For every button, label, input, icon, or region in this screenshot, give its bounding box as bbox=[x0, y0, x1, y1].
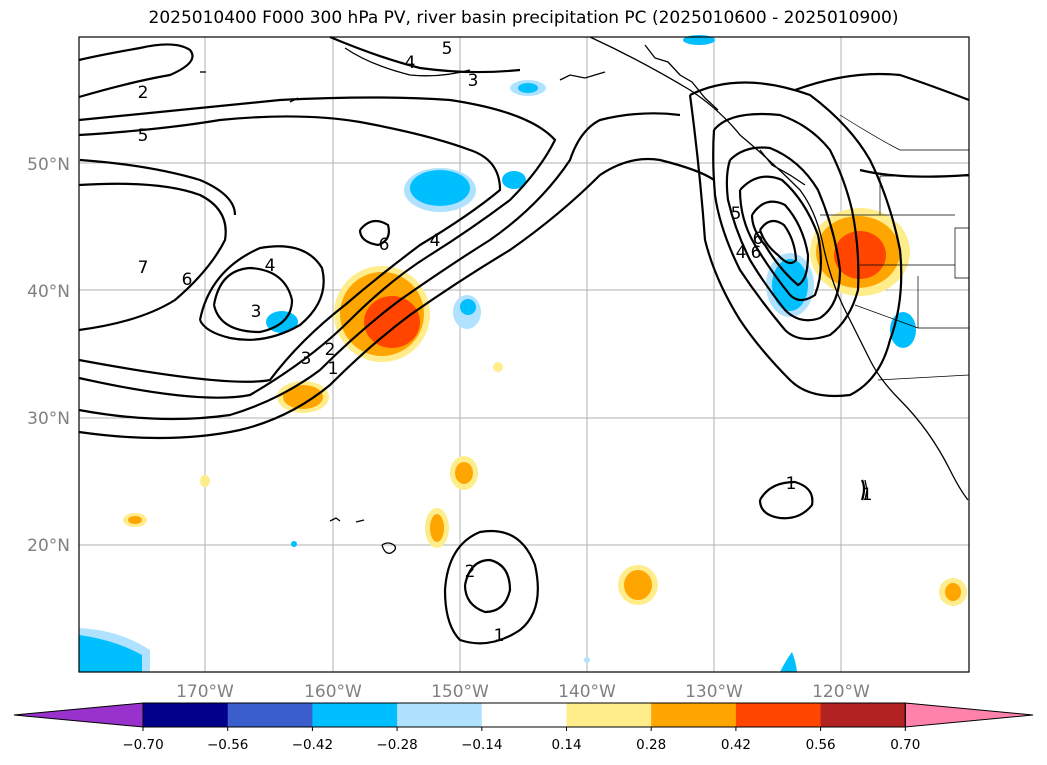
colorbar-tick-label: 0.70 bbox=[890, 737, 920, 753]
colorbar-segment bbox=[651, 703, 737, 727]
colorbar-tick-label: −0.56 bbox=[207, 737, 248, 753]
contour-label: 1 bbox=[862, 485, 873, 505]
precip-shading bbox=[79, 35, 967, 672]
colorbar-segment bbox=[481, 703, 567, 727]
contour-label: 3 bbox=[468, 71, 479, 91]
lon-label: 160°W bbox=[304, 682, 362, 702]
colorbar-segment bbox=[820, 703, 906, 727]
colorbar-extend-min bbox=[13, 702, 144, 728]
contour-label: 6 bbox=[753, 229, 764, 249]
contour-label: 5 bbox=[138, 126, 149, 146]
contour-label: 3 bbox=[251, 302, 262, 322]
contour-label: 6 bbox=[182, 270, 193, 290]
contour-label: 2 bbox=[138, 83, 149, 103]
colorbar-tick-label: −0.14 bbox=[461, 737, 502, 753]
contour-label: 4 bbox=[430, 231, 441, 251]
lat-labels: 50°N 40°N 30°N 20°N bbox=[27, 155, 70, 556]
colorbar-tick-label: −0.42 bbox=[292, 737, 333, 753]
colorbar-tick-label: 0.28 bbox=[636, 737, 666, 753]
map-title: 2025010400 F000 300 hPa PV, river basin … bbox=[148, 8, 899, 28]
map-frame bbox=[78, 36, 970, 673]
colorbar-tick-label: 0.42 bbox=[721, 737, 751, 753]
contour-label: 2 bbox=[325, 340, 336, 360]
colorbar bbox=[13, 702, 1034, 731]
contour-label: 4 bbox=[265, 256, 276, 276]
colorbar-labels: −0.70 −0.56 −0.42 −0.28 −0.14 0.14 0.28 0.42 0.5… bbox=[122, 737, 920, 753]
contour-label: 4 bbox=[736, 243, 747, 263]
lon-label: 120°W bbox=[812, 682, 870, 702]
colorbar-segment bbox=[143, 703, 229, 727]
lat-label: 40°N bbox=[27, 282, 70, 302]
gridlines bbox=[79, 37, 969, 672]
contour-label: 1 bbox=[494, 626, 505, 646]
colorbar-segment bbox=[227, 703, 313, 727]
contour-label: 1 bbox=[328, 359, 339, 379]
colorbar-segment bbox=[312, 703, 398, 727]
contour-label: 2 bbox=[465, 562, 476, 582]
coastlines bbox=[200, 36, 969, 554]
lon-label: 170°W bbox=[176, 682, 234, 702]
colorbar-tick-label: 0.56 bbox=[806, 737, 836, 753]
contour-label: 7 bbox=[138, 258, 149, 278]
lon-label: 140°W bbox=[558, 682, 616, 702]
colorbar-tick-label: −0.70 bbox=[122, 737, 163, 753]
lat-label: 30°N bbox=[27, 409, 70, 429]
colorbar-tick-label: −0.28 bbox=[376, 737, 417, 753]
contour-label: 3 bbox=[301, 349, 312, 369]
contour-label: 6 bbox=[379, 235, 390, 255]
colorbar-frame bbox=[142, 702, 906, 728]
contour-labels: 2 5 3 4 5 6 4 6 4 3 3 2 1 7 6 4 5 6 1 1 … bbox=[138, 39, 873, 646]
contour-label: 5 bbox=[442, 39, 453, 59]
contour-label: 1 bbox=[786, 474, 797, 494]
lon-labels: 170°W 160°W 150°W 140°W 130°W 120°W bbox=[176, 682, 870, 702]
state-borders bbox=[820, 114, 970, 381]
colorbar-segment bbox=[397, 703, 483, 727]
colorbar-segment bbox=[735, 703, 822, 727]
contour-label: 5 bbox=[731, 204, 742, 224]
colorbar-segment bbox=[566, 703, 652, 727]
lat-label: 50°N bbox=[27, 155, 70, 175]
colorbar-extend-max bbox=[904, 702, 1034, 728]
pv-contours bbox=[78, 35, 970, 645]
lon-label: 150°W bbox=[431, 682, 489, 702]
lon-label: 130°W bbox=[685, 682, 743, 702]
contour-label: 4 bbox=[405, 53, 416, 73]
colorbar-tick-label: 0.14 bbox=[551, 737, 581, 753]
lat-label: 20°N bbox=[27, 536, 70, 556]
contour-label: 6 bbox=[751, 243, 762, 263]
